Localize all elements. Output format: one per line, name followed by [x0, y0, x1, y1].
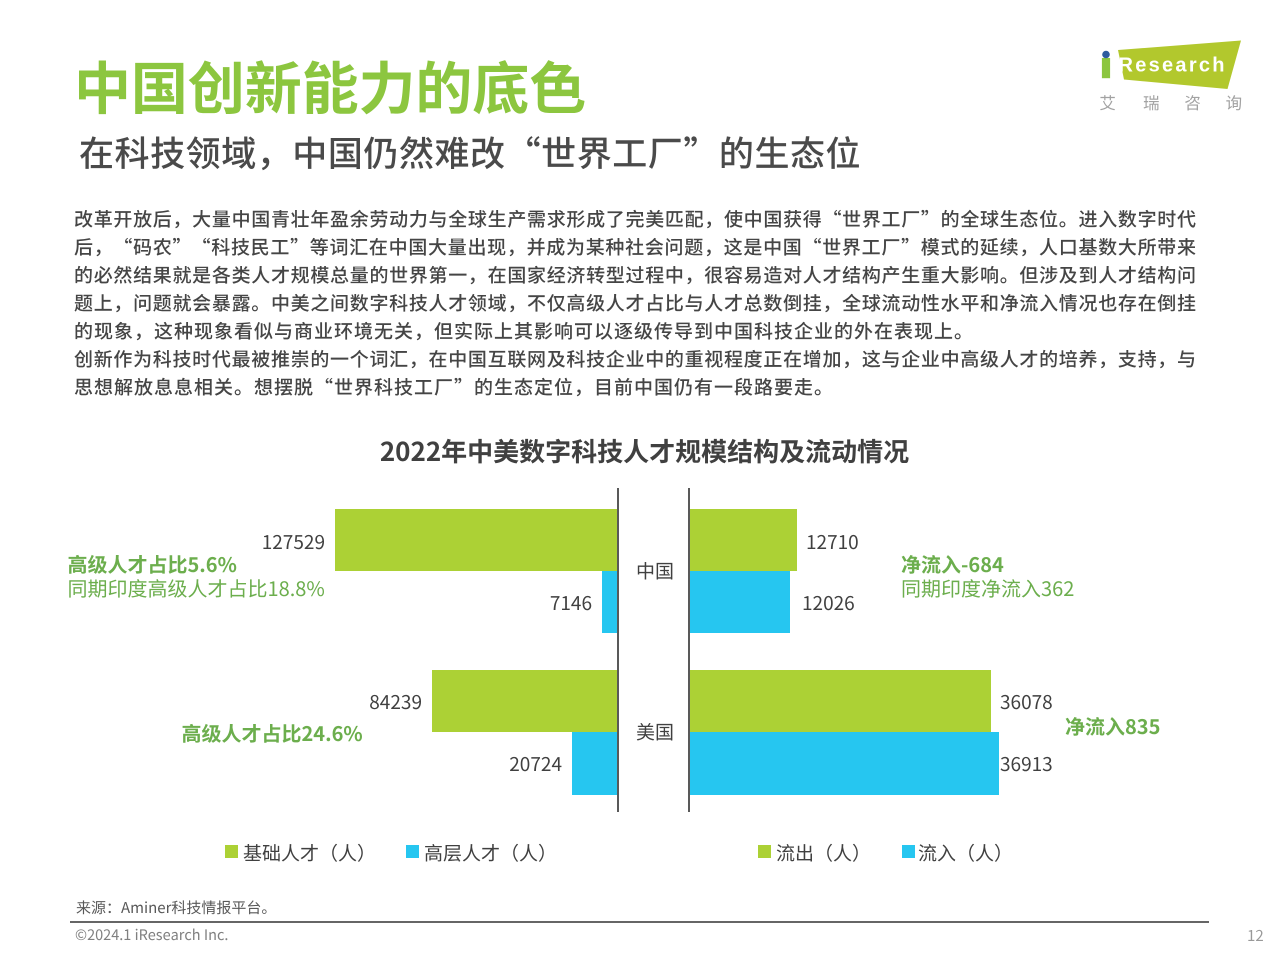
svg-text:咨: 咨 — [1184, 90, 1201, 114]
svg-text:询: 询 — [1226, 90, 1243, 114]
svg-text:瑞: 瑞 — [1143, 90, 1160, 114]
svg-text:艾: 艾 — [1099, 90, 1116, 114]
svg-text:Research: Research — [1119, 55, 1225, 77]
